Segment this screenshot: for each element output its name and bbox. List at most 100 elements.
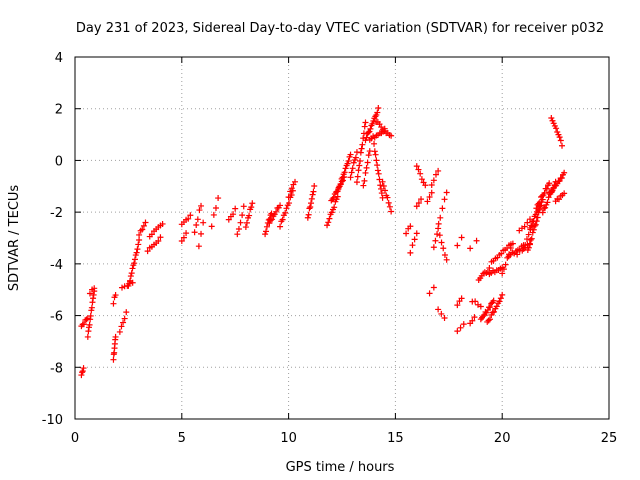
- data-point: [325, 219, 332, 226]
- data-point: [208, 223, 215, 230]
- data-point: [248, 204, 255, 211]
- data-point: [384, 194, 391, 201]
- y-tick-label: -4: [50, 258, 63, 273]
- data-point: [364, 159, 371, 166]
- data-point: [558, 175, 565, 181]
- data-point: [110, 356, 117, 363]
- data-point: [359, 141, 366, 148]
- x-tick-label: 10: [280, 431, 297, 446]
- x-tick-label: 20: [494, 431, 511, 446]
- data-point: [225, 216, 232, 223]
- data-point: [263, 228, 270, 235]
- data-point: [91, 285, 98, 292]
- data-point: [486, 316, 493, 323]
- data-point: [500, 266, 507, 273]
- data-point: [539, 193, 546, 200]
- data-point: [80, 321, 87, 328]
- data-point: [411, 236, 418, 243]
- data-point: [305, 211, 312, 218]
- data-point: [422, 182, 429, 189]
- data-point: [129, 265, 136, 272]
- data-point: [371, 140, 378, 147]
- data-point: [407, 249, 414, 256]
- data-point: [483, 309, 490, 316]
- data-point: [487, 304, 494, 311]
- x-tick-label: 5: [178, 431, 186, 446]
- data-point: [544, 199, 551, 206]
- data-point: [273, 208, 280, 215]
- data-point: [326, 215, 333, 222]
- data-point: [435, 167, 442, 174]
- data-point: [440, 245, 447, 252]
- data-point: [230, 211, 237, 218]
- data-point: [549, 187, 556, 194]
- data-point: [435, 306, 442, 313]
- data-point: [388, 208, 395, 215]
- data-point: [437, 214, 444, 221]
- y-tick-label: -10: [42, 413, 63, 428]
- data-point: [507, 244, 514, 251]
- data-point: [86, 321, 93, 328]
- data-point: [473, 237, 480, 244]
- data-point: [80, 365, 87, 372]
- data-point: [134, 246, 141, 253]
- data-point: [375, 170, 382, 177]
- data-point: [496, 298, 503, 305]
- data-point: [407, 223, 414, 230]
- data-point: [543, 185, 550, 192]
- data-point: [415, 166, 422, 173]
- data-point: [438, 239, 445, 246]
- data-point: [277, 202, 284, 209]
- data-point: [460, 321, 467, 328]
- y-tick-label: -2: [50, 206, 63, 221]
- x-axis-label: GPS time / hours: [286, 460, 395, 475]
- data-point: [375, 104, 382, 111]
- data-point: [443, 256, 450, 263]
- data-point: [355, 167, 362, 174]
- data-point: [196, 207, 203, 214]
- data-point: [417, 170, 424, 177]
- data-point: [234, 231, 241, 238]
- data-point: [376, 176, 383, 183]
- data-point: [485, 317, 492, 324]
- y-tick-label: -6: [50, 310, 63, 325]
- data-point: [436, 232, 443, 239]
- data-point: [187, 212, 194, 219]
- data-point: [524, 219, 531, 226]
- data-point: [266, 220, 273, 227]
- data-point: [426, 290, 433, 297]
- data-point: [79, 369, 86, 376]
- grid-lines: [75, 57, 609, 419]
- data-point: [550, 120, 557, 127]
- data-point: [553, 125, 560, 132]
- data-point: [191, 229, 198, 236]
- data-point: [477, 303, 484, 310]
- data-point: [458, 295, 465, 302]
- data-point: [339, 174, 346, 181]
- data-point: [377, 182, 384, 189]
- data-point: [198, 230, 205, 237]
- data-point: [246, 212, 253, 219]
- data-point: [491, 308, 498, 315]
- data-point: [499, 270, 506, 277]
- data-point: [282, 209, 289, 216]
- data-point: [240, 203, 247, 210]
- data-point: [311, 182, 318, 189]
- data-point: [435, 225, 442, 232]
- data-point: [178, 238, 185, 245]
- data-point: [110, 300, 117, 307]
- data-point: [212, 204, 219, 211]
- data-point: [136, 231, 143, 238]
- data-point: [118, 284, 125, 291]
- data-point: [341, 169, 348, 176]
- data-point: [490, 297, 497, 304]
- data-point: [88, 304, 95, 311]
- data-point: [426, 193, 433, 200]
- data-point: [556, 134, 563, 141]
- data-point: [532, 211, 539, 218]
- data-point: [307, 203, 314, 210]
- data-point: [529, 218, 536, 225]
- data-point: [193, 221, 200, 228]
- data-point: [521, 223, 528, 230]
- data-point: [366, 128, 373, 135]
